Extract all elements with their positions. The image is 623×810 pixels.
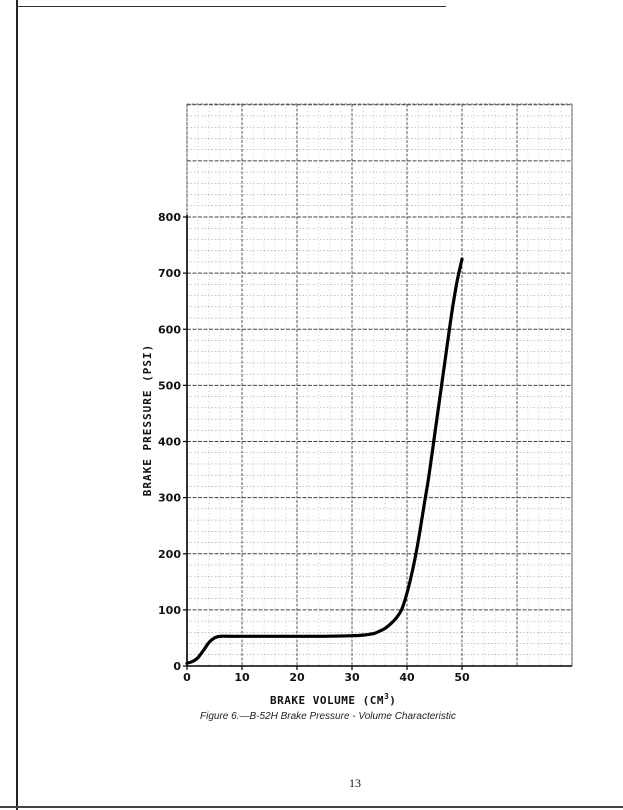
x-tick-label: 10 — [234, 671, 250, 684]
y-tick-label: 800 — [158, 211, 181, 224]
x-axis-title: BRAKE VOLUME (CM3) — [270, 692, 396, 707]
y-tick-label: 400 — [158, 436, 181, 449]
x-axis-title-close: ) — [389, 694, 396, 707]
chart-axes — [183, 215, 572, 670]
y-tick-label: 600 — [158, 323, 181, 336]
y-tick-label: 100 — [158, 604, 181, 617]
scan-edge-top — [16, 6, 446, 7]
y-tick-label: 700 — [158, 267, 181, 280]
y-tick-labels: 0 100 200 300 400 500 600 700 800 — [158, 211, 181, 673]
chart-grid — [186, 103, 573, 667]
x-tick-label: 40 — [399, 671, 415, 684]
y-tick-label: 200 — [158, 548, 181, 561]
x-tick-label: 30 — [344, 671, 360, 684]
scan-edge-left — [16, 0, 18, 810]
page-number: 13 — [349, 776, 361, 790]
y-tick-label: 0 — [173, 660, 181, 673]
y-tick-label: 500 — [158, 379, 181, 392]
x-tick-label: 0 — [183, 671, 191, 684]
x-axis-title-main: BRAKE VOLUME (CM — [270, 694, 384, 707]
pressure-volume-curve — [185, 257, 464, 665]
figure-caption: Figure 6.—B-52H Brake Pressure - Volume … — [200, 711, 456, 722]
x-tick-label: 50 — [454, 671, 470, 684]
y-tick-label: 300 — [158, 492, 181, 505]
x-tick-label: 20 — [289, 671, 305, 684]
x-tick-labels: 0 10 20 30 40 50 — [183, 671, 470, 684]
x-axis-title-superscript: 3 — [384, 692, 389, 701]
scan-edge-bottom — [0, 806, 623, 808]
y-axis-title: BRAKE PRESSURE (PSI) — [141, 344, 154, 496]
